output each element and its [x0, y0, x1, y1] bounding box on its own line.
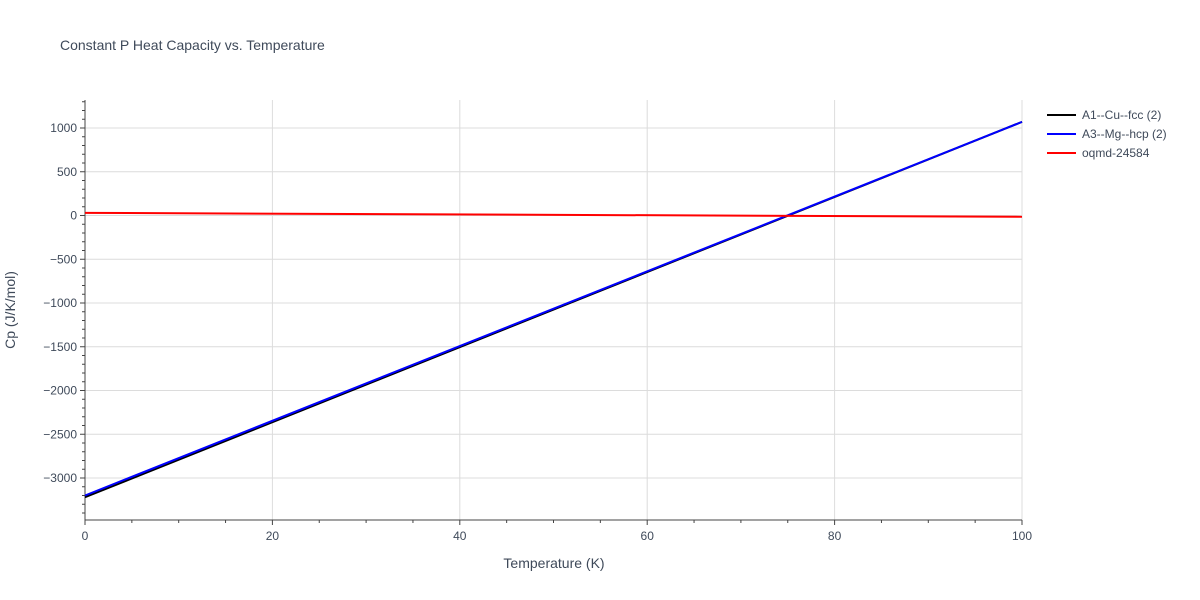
legend-item[interactable]: A1--Cu--fcc (2): [1047, 108, 1161, 122]
legend[interactable]: A1--Cu--fcc (2) A3--Mg--hcp (2) oqmd-24584: [1047, 108, 1167, 160]
y-tick-label: 0: [70, 209, 77, 223]
x-tick-label: 60: [641, 529, 655, 543]
x-tick-label: 100: [1012, 529, 1032, 543]
y-tick-label: 500: [57, 165, 77, 179]
x-tick-label: 20: [266, 529, 280, 543]
y-tick-label: 1000: [50, 121, 77, 135]
x-axis-title: Temperature (K): [503, 555, 604, 571]
legend-item[interactable]: A3--Mg--hcp (2): [1047, 127, 1167, 141]
grid-layer: [85, 100, 1023, 520]
series-line: [84, 120, 1023, 497]
y-axis-title: Cp (J/K/mol): [2, 271, 18, 349]
series-line: [84, 211, 1023, 218]
axes-layer: 0 20 40 60 80 100 1000 500 0 −500 −1000 −1500 −2000 −…: [43, 100, 1032, 543]
x-tick-label: 0: [82, 529, 89, 543]
legend-label: oqmd-24584: [1082, 146, 1150, 160]
legend-item[interactable]: oqmd-24584: [1047, 146, 1150, 160]
y-tick-label: −500: [50, 252, 77, 266]
y-tick-label: −2000: [43, 384, 77, 398]
y-tick-label: −1500: [43, 340, 77, 354]
y-tick-label: −1000: [43, 296, 77, 310]
legend-label: A3--Mg--hcp (2): [1082, 127, 1167, 141]
y-tick-label: −2500: [43, 427, 77, 441]
x-tick-label: 40: [453, 529, 467, 543]
legend-label: A1--Cu--fcc (2): [1082, 108, 1161, 122]
chart-title: Constant P Heat Capacity vs. Temperature: [60, 37, 325, 53]
x-tick-label: 80: [828, 529, 842, 543]
series-layer: [84, 120, 1023, 499]
y-tick-label: −3000: [43, 471, 77, 485]
